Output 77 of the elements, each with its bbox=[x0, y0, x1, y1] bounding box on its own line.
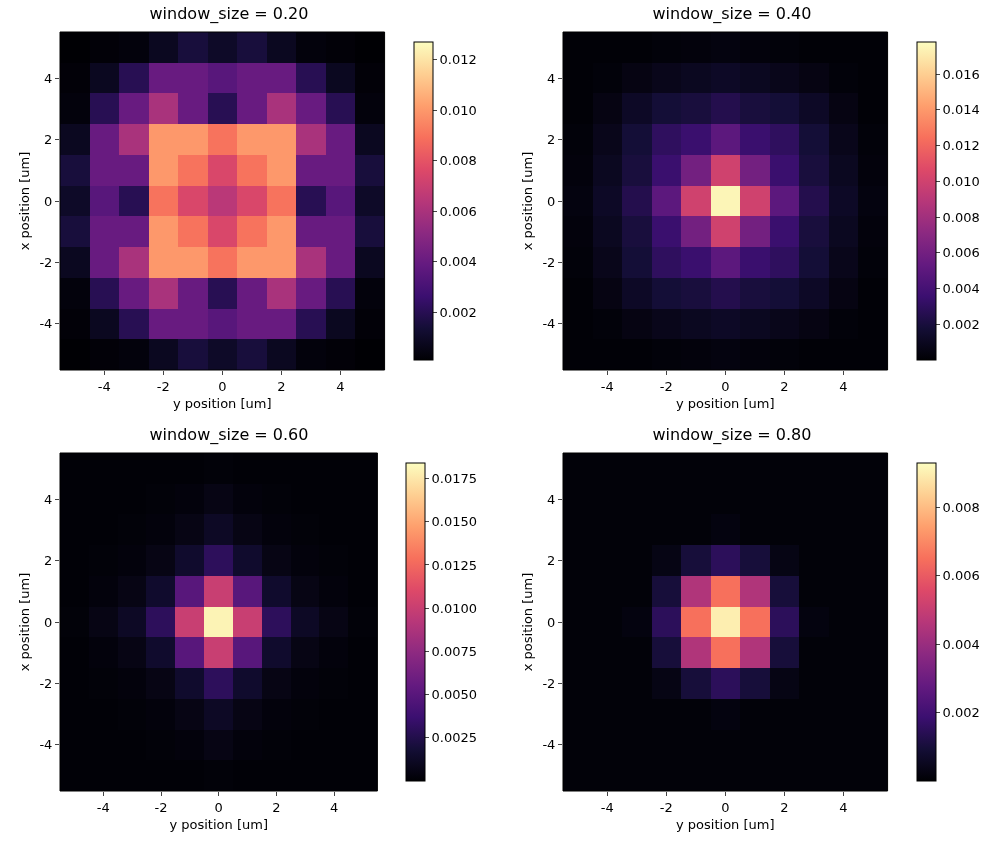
color-bar-label: 0.008 bbox=[942, 209, 980, 225]
y-tick-label: 0 bbox=[44, 193, 53, 209]
y-axis-title: x position [um] bbox=[520, 151, 536, 251]
x-tick-label: -2 bbox=[659, 378, 673, 394]
y-axis-title: x position [um] bbox=[17, 572, 33, 672]
color-bar-label: 0.0025 bbox=[431, 730, 478, 746]
x-axis-title: y position [um] bbox=[173, 396, 272, 412]
x-axis-title: y position [um] bbox=[676, 817, 775, 833]
y-tick-label: 2 bbox=[44, 553, 53, 569]
chart-title: window_size = 0.80 bbox=[652, 425, 812, 446]
y-tick-label: -4 bbox=[39, 737, 53, 753]
y-tick-label: -2 bbox=[39, 676, 53, 691]
x-tick-label: 0 bbox=[721, 799, 730, 815]
chart-title: window_size = 0.20 bbox=[149, 4, 309, 25]
y-tick-label: -2 bbox=[39, 255, 53, 270]
color-bar-label: 0.006 bbox=[942, 568, 980, 584]
y-tick-label: 2 bbox=[44, 132, 53, 148]
x-tick-label: -4 bbox=[600, 378, 614, 394]
x-tick-label: 2 bbox=[780, 378, 789, 394]
color-bar-label: 0.004 bbox=[942, 281, 980, 297]
color-bar-label: 0.0150 bbox=[431, 514, 478, 530]
y-tick-label: 0 bbox=[44, 614, 53, 630]
color-bar-label: 0.008 bbox=[942, 500, 980, 515]
color-bar-label: 0.010 bbox=[439, 102, 477, 118]
x-tick-label: 2 bbox=[277, 378, 286, 394]
x-tick-label: 4 bbox=[336, 378, 345, 394]
color-bar-label: 0.016 bbox=[942, 66, 980, 82]
x-tick-label: 4 bbox=[330, 799, 339, 815]
x-tick-label: 2 bbox=[780, 799, 789, 815]
color-bar-label: 0.002 bbox=[439, 304, 477, 320]
color-bar-label: 0.004 bbox=[942, 636, 980, 652]
x-axis-title: y position [um] bbox=[676, 396, 775, 412]
y-tick-label: -4 bbox=[39, 316, 53, 332]
x-tick-label: -2 bbox=[659, 799, 673, 815]
x-tick-label: -2 bbox=[154, 799, 168, 815]
x-tick-label: 0 bbox=[218, 378, 227, 394]
color-bar-label: 0.004 bbox=[439, 254, 477, 270]
y-tick-label: 0 bbox=[547, 193, 556, 209]
y-tick-label: 4 bbox=[44, 491, 53, 507]
color-bar-label: 0.012 bbox=[942, 138, 980, 154]
color-bar-label: 0.0175 bbox=[431, 471, 478, 487]
y-tick-label: 4 bbox=[547, 70, 556, 86]
y-tick-label: 2 bbox=[547, 553, 556, 569]
y-tick-label: -4 bbox=[542, 316, 556, 332]
color-bar-label: 0.008 bbox=[439, 153, 477, 169]
x-tick-label: 4 bbox=[839, 378, 848, 394]
color-bar-label: 0.0050 bbox=[431, 687, 478, 703]
x-tick-label: 0 bbox=[721, 378, 730, 394]
color-bar-label: 0.0100 bbox=[431, 600, 478, 616]
y-tick-label: 0 bbox=[547, 614, 556, 630]
x-tick-label: 4 bbox=[839, 799, 848, 815]
x-tick-label: -4 bbox=[600, 799, 614, 815]
x-tick-label: -2 bbox=[156, 378, 170, 394]
y-axis-title: x position [um] bbox=[520, 572, 536, 672]
color-bar-label: 0.002 bbox=[942, 705, 980, 721]
color-bar-label: 0.010 bbox=[942, 173, 980, 189]
y-tick-label: -2 bbox=[542, 255, 556, 270]
x-tick-label: 0 bbox=[214, 799, 223, 815]
color-bar-label: 0.006 bbox=[942, 245, 980, 261]
y-tick-label: 4 bbox=[44, 70, 53, 86]
x-tick-label: 2 bbox=[272, 799, 281, 815]
color-bar-label: 0.0075 bbox=[431, 643, 478, 659]
x-tick-label: -4 bbox=[96, 799, 110, 815]
x-tick-label: -4 bbox=[97, 378, 111, 394]
y-tick-label: -4 bbox=[542, 737, 556, 753]
color-bar-label: 0.0125 bbox=[431, 557, 478, 573]
y-tick-label: 4 bbox=[547, 491, 556, 507]
x-axis-title: y position [um] bbox=[169, 817, 268, 833]
color-bar-label: 0.006 bbox=[439, 203, 477, 219]
color-bar-label: 0.014 bbox=[942, 102, 980, 118]
y-tick-label: -2 bbox=[542, 676, 556, 691]
chart-title: window_size = 0.40 bbox=[652, 4, 812, 25]
color-bar-label: 0.012 bbox=[439, 52, 477, 68]
y-tick-label: 2 bbox=[547, 132, 556, 148]
y-axis-title: x position [um] bbox=[17, 151, 33, 251]
chart-title: window_size = 0.60 bbox=[149, 425, 309, 446]
color-bar-label: 0.002 bbox=[942, 316, 980, 332]
